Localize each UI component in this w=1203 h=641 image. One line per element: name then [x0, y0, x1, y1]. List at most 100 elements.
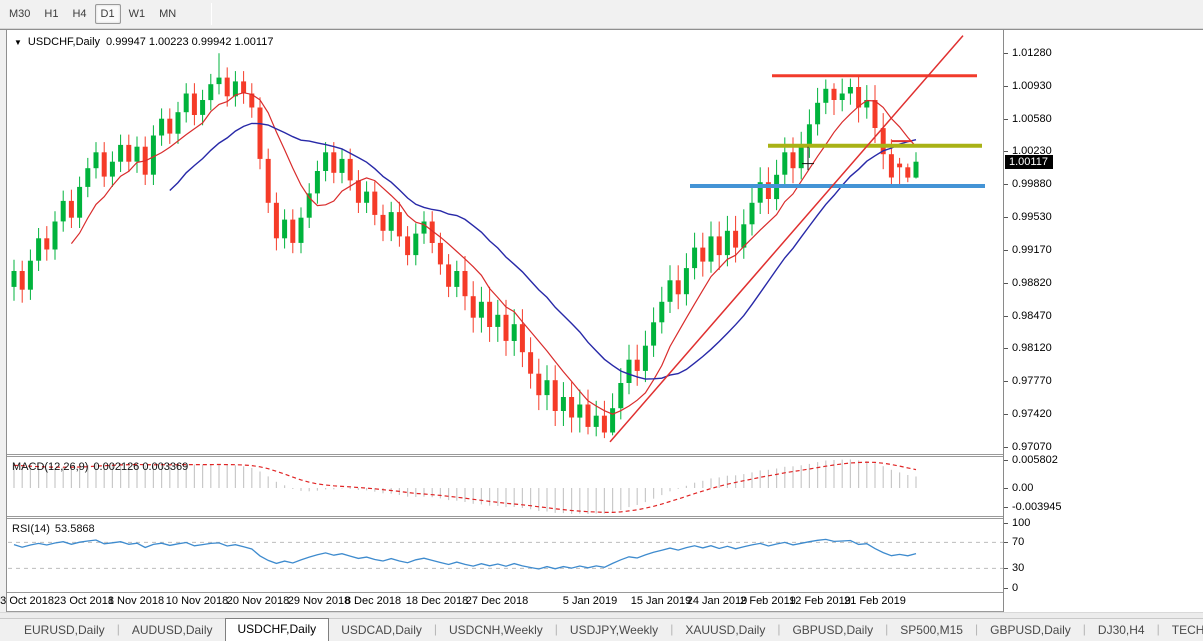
- tab-usdcnh-weekly[interactable]: USDCNH,Weekly: [449, 623, 543, 637]
- tab-gbpusd-daily[interactable]: GBPUSD,Daily: [792, 623, 874, 637]
- timeframe-button-mn[interactable]: MN: [159, 8, 177, 20]
- tab-dj30-h4[interactable]: DJ30,H4: [1097, 623, 1145, 637]
- price-axis[interactable]: 1.01280 1.00930 1.00580 1.00230 0.99880 0.995…: [1003, 30, 1203, 612]
- candle-body: [183, 93, 189, 113]
- ma-fast-line: [70, 92, 917, 415]
- candle-body: [355, 180, 361, 203]
- price-tick-label: 1.00230: [1012, 145, 1052, 157]
- rsi-value: 53.5868: [54, 523, 95, 535]
- tab-separator: |: [885, 621, 889, 636]
- timeframe-button-d1[interactable]: D1: [94, 4, 121, 24]
- candle-body: [93, 152, 99, 169]
- candle-body: [109, 161, 115, 177]
- candle-body: [913, 161, 919, 178]
- timeframe-button-h4[interactable]: H4: [72, 8, 87, 20]
- axis-tick-mark: [1004, 151, 1008, 152]
- macd-canvas[interactable]: [8, 457, 1003, 516]
- axis-tick-mark: [1004, 447, 1008, 448]
- timeframe-button-w1[interactable]: W1: [128, 8, 146, 20]
- date-tick-label: 18 Dec 2018: [405, 595, 469, 607]
- rsi-name: RSI(14): [12, 523, 50, 535]
- chart-dropdown-icon[interactable]: ▼: [14, 37, 22, 47]
- candle-body: [708, 236, 714, 262]
- axis-tick-mark: [1004, 316, 1008, 317]
- candle-body: [577, 404, 583, 418]
- tab-separator: |: [777, 621, 781, 636]
- candle-body: [191, 93, 197, 115]
- price-tick-label: 0.98470: [1012, 310, 1052, 322]
- macd-signal-line: [13, 461, 917, 514]
- candle-body: [175, 112, 181, 134]
- tab-separator: |: [1156, 621, 1160, 636]
- candle-body: [782, 152, 788, 175]
- horizontal-scroll-strip[interactable]: [0, 612, 1203, 618]
- candle-body: [888, 154, 894, 178]
- candle-body: [85, 168, 91, 187]
- candle-body: [856, 87, 862, 108]
- timeframe-button-h1[interactable]: H1: [44, 8, 59, 20]
- tab-usdcad-daily[interactable]: USDCAD,Daily: [341, 623, 422, 637]
- axis-tick-mark: [1004, 250, 1008, 251]
- candle-body: [815, 102, 821, 125]
- candle-body: [273, 202, 279, 239]
- rsi-bottom-border: [7, 592, 1203, 593]
- chart-title: ▼ USDCHF,Daily 0.99947 1.00223 0.99942 1…: [14, 36, 273, 48]
- tab-separator: |: [554, 621, 558, 636]
- tab-eurusd-daily[interactable]: EURUSD,Daily: [24, 623, 105, 637]
- candle-body: [159, 118, 165, 136]
- date-axis[interactable]: 13 Oct 2018 23 Oct 2018 1 Nov 2018 10 Nov 2…: [0, 593, 1003, 611]
- candle-body: [872, 100, 878, 128]
- price-tick-label: 0.97070: [1012, 441, 1052, 453]
- candle-body: [618, 383, 624, 409]
- candle-body: [716, 236, 722, 256]
- candle-body: [314, 171, 320, 194]
- macd-label: MACD(12,26,9) 0.002126 0.003369: [12, 461, 193, 473]
- tab-usdjpy-weekly[interactable]: USDJPY,Weekly: [569, 623, 659, 637]
- date-tick-label: 27 Dec 2018: [465, 595, 529, 607]
- candle-body: [60, 200, 66, 222]
- tab-audusd-daily[interactable]: AUDUSD,Daily: [131, 623, 213, 637]
- candle-body: [208, 84, 214, 101]
- tab-tech1[interactable]: TECH1: [1171, 623, 1203, 637]
- tab-separator: |: [116, 621, 120, 636]
- price-tick-label: 0.97770: [1012, 375, 1052, 387]
- main-chart-canvas[interactable]: [8, 30, 1003, 454]
- candle-body: [528, 352, 534, 374]
- ma-slow-line: [169, 122, 917, 380]
- candle-body: [265, 158, 271, 203]
- ascending-trendline[interactable]: [609, 35, 964, 443]
- date-tick-label: 5 Jan 2019: [562, 595, 618, 607]
- candle-body: [905, 167, 911, 178]
- macd-values: 0.002126 0.003369: [93, 461, 189, 473]
- candle-body: [27, 260, 33, 290]
- pane-splitter-macd[interactable]: [7, 454, 1203, 457]
- candle-body: [659, 301, 665, 323]
- rsi-canvas[interactable]: [8, 519, 1003, 592]
- candle-body: [118, 144, 124, 162]
- tab-usdchf-daily[interactable]: USDCHF,Daily: [224, 618, 330, 641]
- tab-gbpusd-daily[interactable]: GBPUSD,Daily: [990, 623, 1071, 637]
- timeframe-toolbar: M30 H1 H4 D1 W1 MN: [0, 0, 1203, 29]
- date-tick-label: 12 Feb 2019: [789, 595, 851, 607]
- candle-body: [790, 152, 796, 169]
- axis-tick-mark: [1004, 217, 1008, 218]
- tab-sp500-m15[interactable]: SP500,M15: [900, 623, 963, 637]
- candle-body: [167, 118, 173, 134]
- candle-body: [478, 301, 484, 318]
- timeframe-buttons: M30 H1 H4 D1 W1 MN: [2, 4, 183, 24]
- candle-body: [519, 324, 525, 353]
- candle-body: [380, 214, 386, 231]
- candle-body: [536, 373, 542, 396]
- candle-body: [642, 345, 648, 371]
- candle-body: [560, 397, 566, 411]
- candle-body: [675, 280, 681, 295]
- macd-tick-label: 0.00: [1012, 482, 1034, 494]
- axis-tick-mark: [1004, 523, 1008, 524]
- date-tick-label: 1 Nov 2018: [107, 595, 165, 607]
- tab-xauusd-daily[interactable]: XAUUSD,Daily: [685, 623, 766, 637]
- rsi-label: RSI(14) 53.5868: [12, 523, 100, 535]
- date-tick-label: 21 Feb 2019: [844, 595, 906, 607]
- timeframe-button-m30[interactable]: M30: [9, 8, 31, 20]
- price-tick-label: 0.98820: [1012, 277, 1052, 289]
- pane-splitter-rsi[interactable]: [7, 516, 1203, 519]
